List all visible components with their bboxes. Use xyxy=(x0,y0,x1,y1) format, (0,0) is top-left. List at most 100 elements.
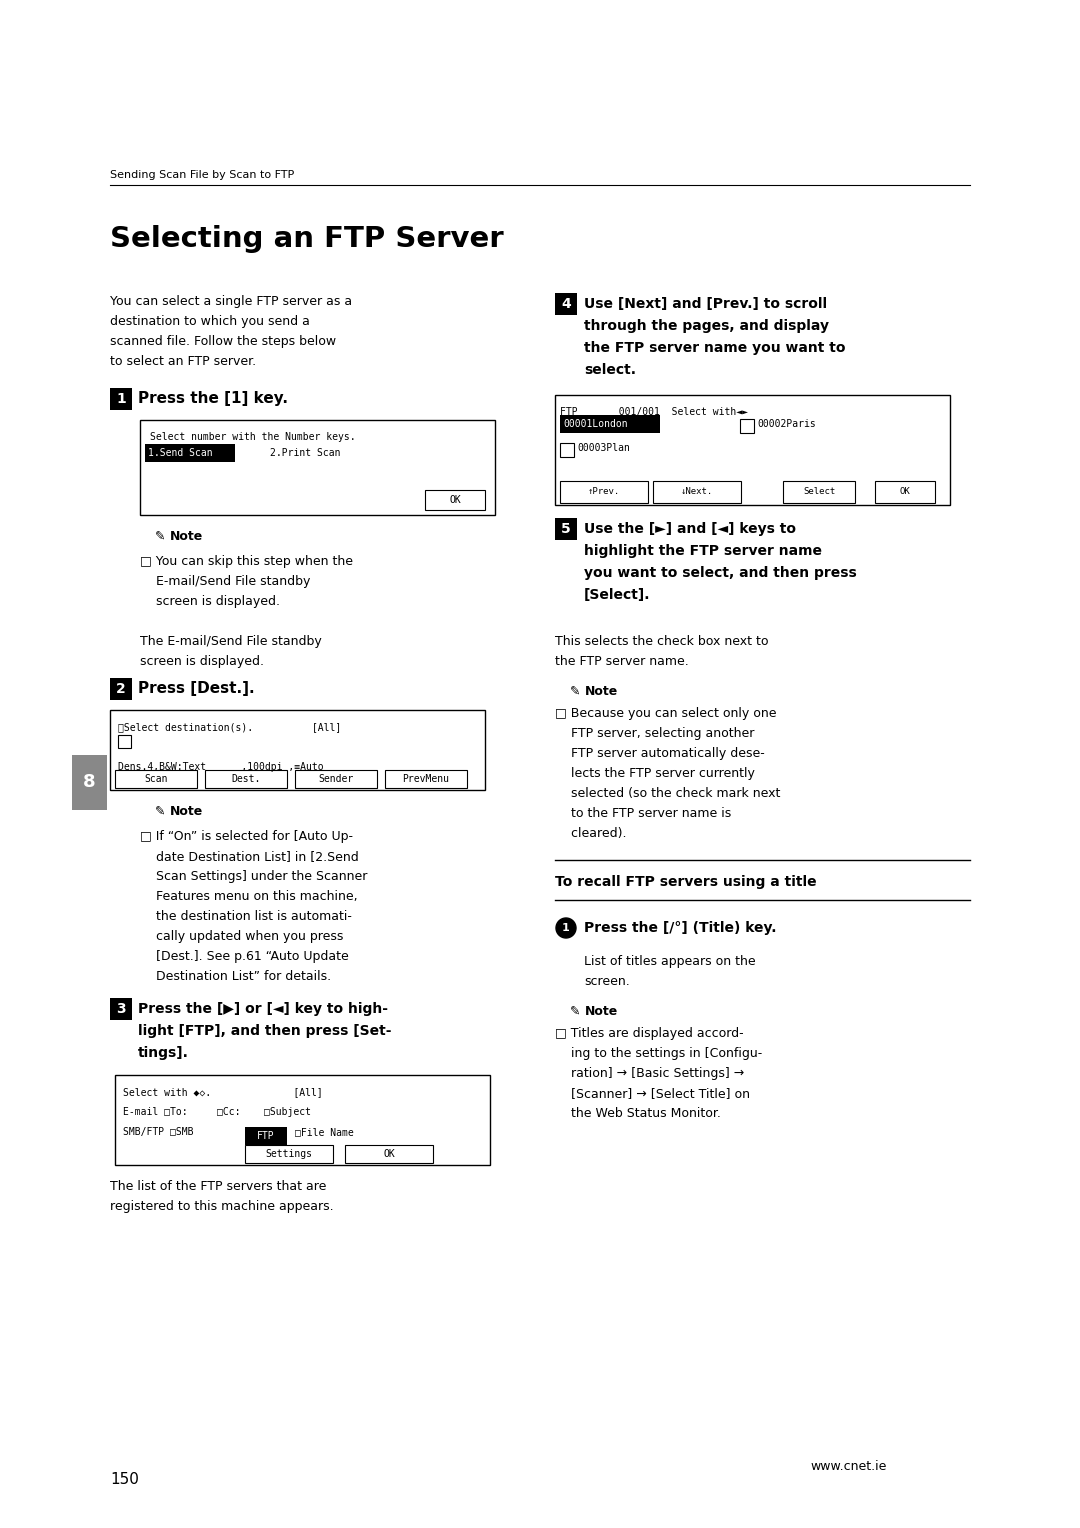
Text: Scan Settings] under the Scanner: Scan Settings] under the Scanner xyxy=(140,869,367,883)
Text: 4: 4 xyxy=(562,296,571,312)
Text: Use the [►] and [◄] keys to: Use the [►] and [◄] keys to xyxy=(584,523,796,536)
Text: The E-mail/Send File standby: The E-mail/Send File standby xyxy=(140,636,322,648)
Text: Features menu on this machine,: Features menu on this machine, xyxy=(140,889,357,903)
Text: FTP server, selecting another: FTP server, selecting another xyxy=(555,727,754,740)
FancyBboxPatch shape xyxy=(205,770,287,788)
Text: To recall FTP servers using a title: To recall FTP servers using a title xyxy=(555,876,816,889)
Text: Sender: Sender xyxy=(319,775,353,784)
Text: 150: 150 xyxy=(110,1473,139,1487)
Text: PrevMenu: PrevMenu xyxy=(403,775,449,784)
Text: you want to select, and then press: you want to select, and then press xyxy=(584,565,856,581)
Text: Select number with the Number keys.: Select number with the Number keys. xyxy=(150,432,355,442)
Text: ing to the settings in [Configu-: ing to the settings in [Configu- xyxy=(555,1047,762,1060)
Text: Note: Note xyxy=(170,805,203,817)
FancyBboxPatch shape xyxy=(561,443,573,457)
FancyBboxPatch shape xyxy=(555,293,577,315)
Text: □ Titles are displayed accord-: □ Titles are displayed accord- xyxy=(555,1027,744,1041)
Text: Destination List” for details.: Destination List” for details. xyxy=(140,970,332,983)
Text: lects the FTP server currently: lects the FTP server currently xyxy=(555,767,755,779)
Text: the destination list is automati-: the destination list is automati- xyxy=(140,911,352,923)
FancyBboxPatch shape xyxy=(345,1144,433,1163)
Text: Use [Next] and [Prev.] to scroll: Use [Next] and [Prev.] to scroll xyxy=(584,296,827,312)
Text: the FTP server name you want to: the FTP server name you want to xyxy=(584,341,846,354)
Text: highlight the FTP server name: highlight the FTP server name xyxy=(584,544,822,558)
Text: ↓Next.: ↓Next. xyxy=(680,487,713,497)
Text: Select: Select xyxy=(802,487,835,497)
Text: cleared).: cleared). xyxy=(555,827,626,840)
Circle shape xyxy=(556,918,576,938)
Text: 00001London: 00001London xyxy=(563,419,627,429)
Text: 1: 1 xyxy=(117,393,126,406)
Text: ration] → [Basic Settings] →: ration] → [Basic Settings] → xyxy=(555,1067,744,1080)
Text: tings].: tings]. xyxy=(138,1047,189,1060)
Text: 00002Paris: 00002Paris xyxy=(757,419,815,429)
Text: [Select].: [Select]. xyxy=(584,588,650,602)
Text: screen is displayed.: screen is displayed. xyxy=(140,656,264,668)
FancyBboxPatch shape xyxy=(561,481,648,503)
Text: Note: Note xyxy=(170,530,203,542)
FancyBboxPatch shape xyxy=(875,481,935,503)
FancyBboxPatch shape xyxy=(740,419,754,432)
Text: Sending Scan File by Scan to FTP: Sending Scan File by Scan to FTP xyxy=(110,170,294,180)
FancyBboxPatch shape xyxy=(110,998,132,1021)
Text: □File Name: □File Name xyxy=(295,1128,354,1137)
Text: 3: 3 xyxy=(117,1002,125,1016)
Text: [Dest.]. See p.61 “Auto Update: [Dest.]. See p.61 “Auto Update xyxy=(140,950,349,963)
Text: □ If “On” is selected for [Auto Up-: □ If “On” is selected for [Auto Up- xyxy=(140,830,353,843)
Text: 8: 8 xyxy=(83,773,95,792)
Text: 2.Print Scan: 2.Print Scan xyxy=(270,448,340,458)
FancyBboxPatch shape xyxy=(783,481,855,503)
Text: FTP server automatically dese-: FTP server automatically dese- xyxy=(555,747,765,759)
Text: 5: 5 xyxy=(562,523,571,536)
Text: destination to which you send a: destination to which you send a xyxy=(110,315,310,329)
Text: 1.Send Scan: 1.Send Scan xyxy=(148,448,213,458)
Text: FTP: FTP xyxy=(257,1131,274,1141)
Text: ↑Prev.: ↑Prev. xyxy=(588,487,620,497)
Text: ✎: ✎ xyxy=(156,805,165,817)
FancyBboxPatch shape xyxy=(72,755,107,810)
FancyBboxPatch shape xyxy=(114,770,197,788)
Text: Dest.: Dest. xyxy=(231,775,260,784)
Text: Dens.4,B&W:Text      ,100dpi ,≡Auto: Dens.4,B&W:Text ,100dpi ,≡Auto xyxy=(118,762,324,772)
FancyBboxPatch shape xyxy=(384,770,467,788)
Text: FTP       001/001  Select with◄►: FTP 001/001 Select with◄► xyxy=(561,406,748,417)
FancyBboxPatch shape xyxy=(140,420,495,515)
Text: List of titles appears on the: List of titles appears on the xyxy=(584,955,756,969)
Text: Press the [/°] (Title) key.: Press the [/°] (Title) key. xyxy=(584,921,777,935)
FancyBboxPatch shape xyxy=(245,1144,333,1163)
Text: The list of the FTP servers that are: The list of the FTP servers that are xyxy=(110,1180,326,1193)
Text: the FTP server name.: the FTP server name. xyxy=(555,656,689,668)
Text: You can select a single FTP server as a: You can select a single FTP server as a xyxy=(110,295,352,309)
FancyBboxPatch shape xyxy=(653,481,741,503)
Text: Note: Note xyxy=(585,1005,618,1018)
Text: through the pages, and display: through the pages, and display xyxy=(584,319,829,333)
Text: to the FTP server name is: to the FTP server name is xyxy=(555,807,731,821)
Text: Press [Dest.].: Press [Dest.]. xyxy=(138,681,255,697)
Text: E-mail □To:     □Cc:    □Subject: E-mail □To: □Cc: □Subject xyxy=(123,1106,311,1117)
Text: scanned file. Follow the steps below: scanned file. Follow the steps below xyxy=(110,335,336,348)
Text: [Scanner] → [Select Title] on: [Scanner] → [Select Title] on xyxy=(555,1086,750,1100)
Text: ✎: ✎ xyxy=(156,530,165,542)
Text: SMB/FTP □SMB: SMB/FTP □SMB xyxy=(123,1128,193,1137)
Text: 2: 2 xyxy=(117,681,126,695)
Text: light [FTP], and then press [Set-: light [FTP], and then press [Set- xyxy=(138,1024,391,1038)
FancyBboxPatch shape xyxy=(110,711,485,790)
Text: E-mail/Send File standby: E-mail/Send File standby xyxy=(140,575,310,588)
Text: select.: select. xyxy=(584,364,636,377)
Text: selected (so the check mark next: selected (so the check mark next xyxy=(555,787,781,801)
Text: OK: OK xyxy=(449,495,461,504)
FancyBboxPatch shape xyxy=(110,388,132,410)
Text: www.cnet.ie: www.cnet.ie xyxy=(810,1459,887,1473)
FancyBboxPatch shape xyxy=(555,518,577,539)
Text: Press the [▶] or [◄] key to high-: Press the [▶] or [◄] key to high- xyxy=(138,1002,388,1016)
Text: OK: OK xyxy=(900,487,910,497)
Text: 1: 1 xyxy=(562,923,570,934)
Text: ✎: ✎ xyxy=(570,685,581,698)
Text: □ Because you can select only one: □ Because you can select only one xyxy=(555,707,777,720)
FancyBboxPatch shape xyxy=(118,735,131,749)
Text: ✎: ✎ xyxy=(570,1005,581,1018)
FancyBboxPatch shape xyxy=(114,1076,490,1164)
FancyBboxPatch shape xyxy=(145,445,235,461)
Text: Settings: Settings xyxy=(266,1149,312,1160)
FancyBboxPatch shape xyxy=(555,396,950,504)
